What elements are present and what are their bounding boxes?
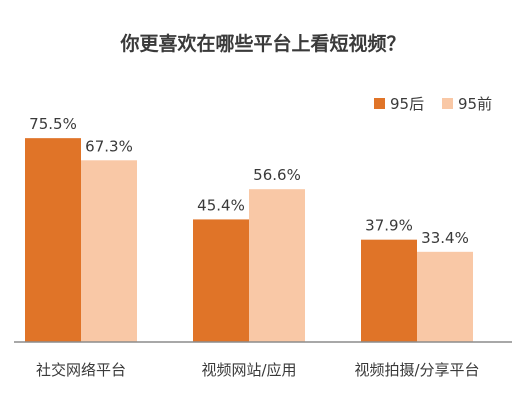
value-labels-group: 75.5% 67.3% 45.4% 56.6% 37.9% 33.4%: [29, 115, 469, 247]
value-label-after95-2: 37.9%: [365, 217, 413, 235]
bars-group: [25, 138, 473, 342]
x-tick-label-2: 视频拍摄/分享平台: [354, 361, 479, 379]
legend-label-95-before: 95前: [458, 95, 492, 113]
legend-label-95-after: 95后: [390, 95, 424, 113]
legend: 95后 95前: [374, 95, 492, 113]
legend-swatch-95-after: [374, 98, 385, 109]
value-label-after95-0: 75.5%: [29, 115, 77, 133]
x-tick-label-0: 社交网络平台: [36, 361, 126, 379]
value-label-before95-2: 33.4%: [421, 229, 469, 247]
bar-before95-2: [417, 251, 473, 342]
legend-swatch-95-before: [442, 98, 453, 109]
chart-title: 你更喜欢在哪些平台上看短视频？: [119, 32, 405, 55]
x-tick-label-1: 视频网站/应用: [201, 361, 296, 379]
value-label-before95-0: 67.3%: [85, 137, 133, 155]
bar-before95-0: [81, 160, 137, 342]
bar-after95-1: [193, 219, 249, 342]
value-label-before95-1: 56.6%: [253, 166, 301, 184]
bar-after95-0: [25, 138, 81, 342]
value-label-after95-1: 45.4%: [197, 196, 245, 214]
bar-before95-1: [249, 189, 305, 342]
x-tick-labels-group: 社交网络平台 视频网站/应用 视频拍摄/分享平台: [36, 361, 480, 379]
bar-after95-2: [361, 239, 417, 342]
